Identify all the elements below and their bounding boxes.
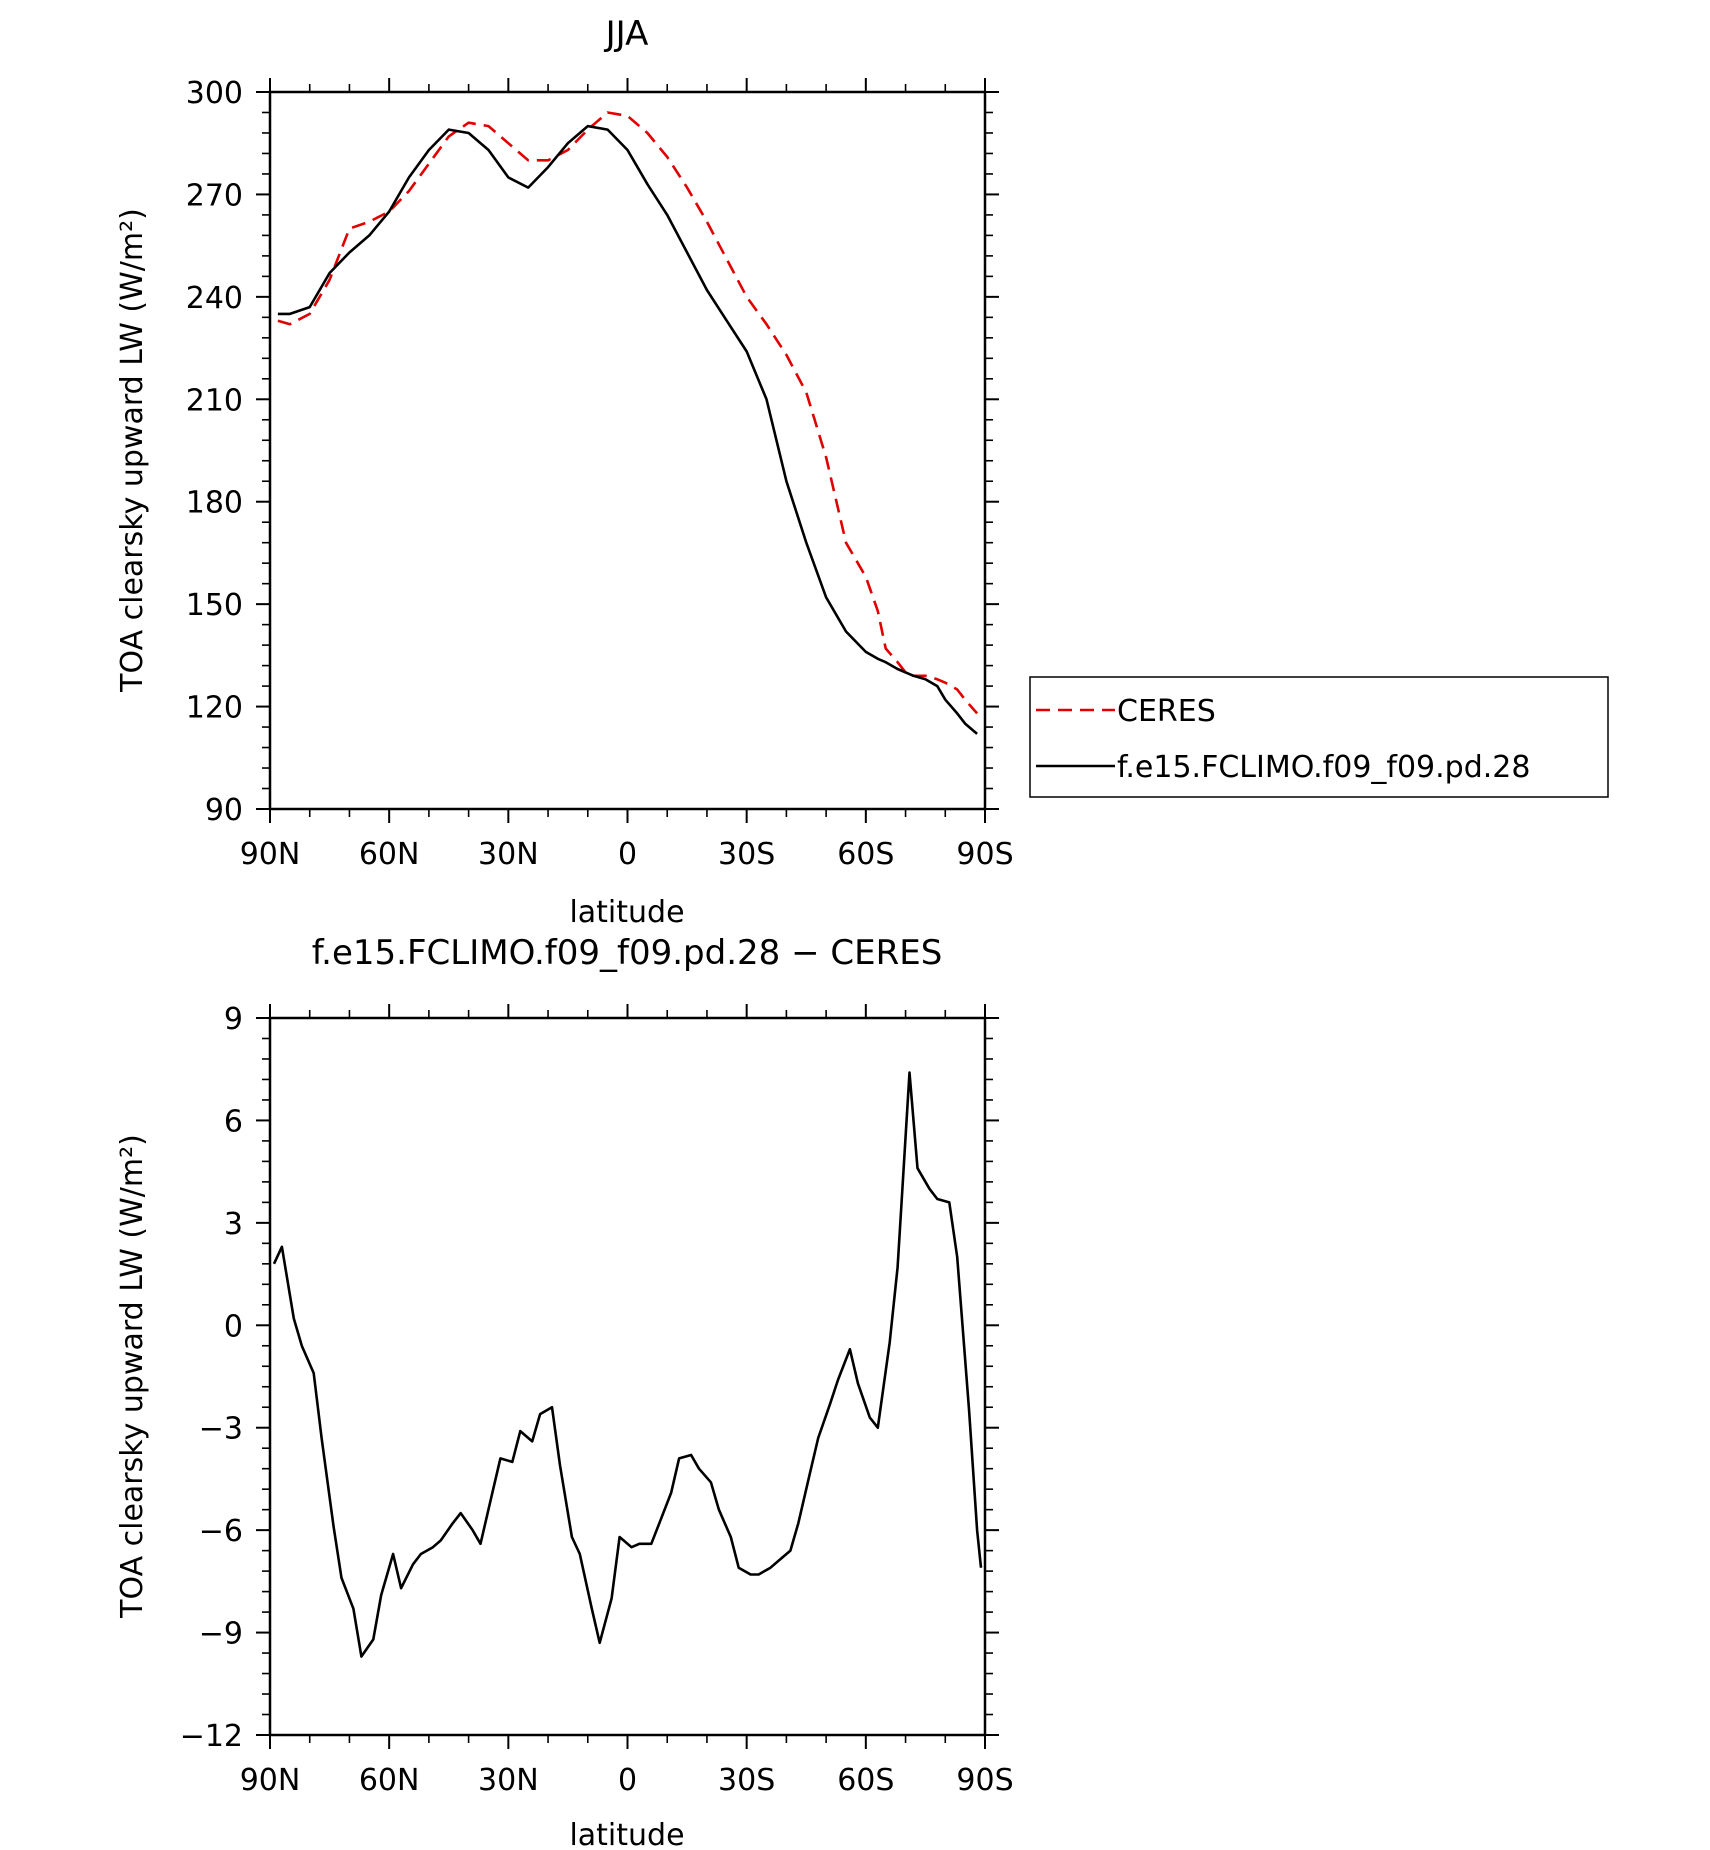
bottom-y-tick-label: −9: [199, 1617, 243, 1652]
top-y-tick-label: 240: [186, 281, 243, 316]
top-y-tick-label: 150: [186, 588, 243, 623]
bottom-chart-title: f.e15.FCLIMO.f09_f09.pd.28 − CERES: [312, 933, 943, 973]
top-y-tick-label: 270: [186, 178, 243, 213]
bottom-y-tick-label: −12: [180, 1719, 243, 1754]
top-tick-labels-group: 90N 60N 30N 0 30S 60S 90S 90 120 150 180 210 240 270 3…: [186, 76, 1014, 872]
top-x-tick-label: 30N: [478, 837, 539, 872]
bottom-x-tick-label: 0: [618, 1763, 637, 1798]
bottom-panel: f.e15.FCLIMO.f09_f09.pd.28 − CERES 90N 60…: [115, 933, 1014, 1850]
bottom-x-axis-label: latitude: [569, 1818, 684, 1850]
bottom-series-line-0: [272, 1071, 983, 1658]
top-y-tick-label: 300: [186, 76, 243, 111]
top-y-axis-label: TOA clearsky upward LW (W/m²): [115, 208, 150, 693]
top-panel: JJA 90N 60N 30N 0 30S 60S 90S 90 120 150 180 210 240…: [115, 14, 1609, 930]
top-series-line-1: [277, 124, 978, 735]
top-chart-title: JJA: [604, 14, 649, 54]
bottom-ticks-group: [256, 1004, 999, 1749]
legend-label-model: f.e15.FCLIMO.f09_f09.pd.28: [1117, 750, 1530, 785]
bottom-series-group: [272, 1071, 983, 1658]
top-x-axis-label: latitude: [569, 895, 684, 930]
bottom-y-axis-label: TOA clearsky upward LW (W/m²): [115, 1134, 150, 1619]
bottom-y-tick-label: 0: [224, 1309, 243, 1344]
top-y-tick-label: 210: [186, 383, 243, 418]
bottom-plot-frame: [268, 1016, 987, 1737]
bottom-y-tick-label: 9: [224, 1002, 243, 1037]
bottom-x-tick-label: 60S: [837, 1763, 894, 1798]
bottom-y-tick-label: −3: [199, 1412, 243, 1447]
top-ticks-group: [256, 78, 999, 823]
bottom-x-tick-label: 90S: [956, 1763, 1013, 1798]
top-x-tick-label: 90N: [240, 837, 301, 872]
legend-label-ceres: CERES: [1117, 694, 1216, 729]
top-y-tick-label: 90: [205, 793, 243, 828]
bottom-y-tick-label: 3: [224, 1207, 243, 1242]
top-x-tick-label: 60N: [359, 837, 420, 872]
top-y-tick-label: 180: [186, 486, 243, 521]
bottom-tick-labels-group: 90N 60N 30N 0 30S 60S 90S −12 −9 −6 −3 0 3 6 9: [180, 1002, 1014, 1798]
top-y-tick-label: 120: [186, 691, 243, 726]
top-plot-frame: [268, 90, 987, 811]
top-series-group: [277, 111, 979, 735]
top-series-line-0: [277, 111, 979, 715]
bottom-y-tick-label: −6: [199, 1514, 243, 1549]
bottom-x-tick-label: 60N: [359, 1763, 420, 1798]
top-x-tick-label: 60S: [837, 837, 894, 872]
top-x-tick-label: 0: [618, 837, 637, 872]
top-x-tick-label: 90S: [956, 837, 1013, 872]
legend-box: [1029, 676, 1609, 798]
bottom-x-tick-label: 30N: [478, 1763, 539, 1798]
bottom-x-tick-label: 30S: [718, 1763, 775, 1798]
bottom-x-tick-label: 90N: [240, 1763, 301, 1798]
legend: CERES f.e15.FCLIMO.f09_f09.pd.28: [1029, 676, 1609, 798]
top-x-tick-label: 30S: [718, 837, 775, 872]
bottom-y-tick-label: 6: [224, 1104, 243, 1139]
